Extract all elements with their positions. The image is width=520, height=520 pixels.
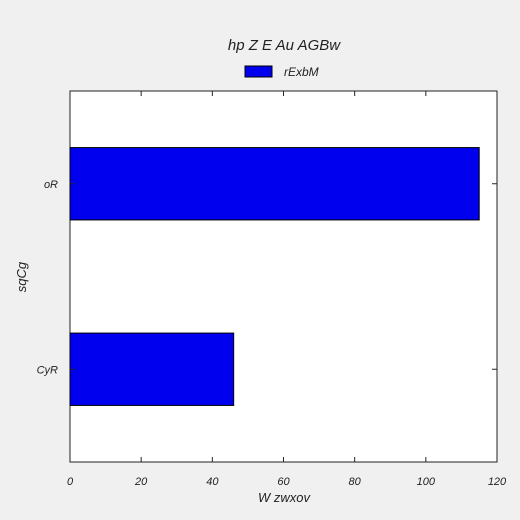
y-tick-label: CyR <box>37 364 58 376</box>
bar-or <box>69 147 480 221</box>
x-tick-label: 100 <box>417 476 436 488</box>
x-axis-label: W zwxov <box>258 490 312 505</box>
legend: rExbM <box>244 65 319 79</box>
x-tick-label: 120 <box>488 476 507 488</box>
x-tick-label: 80 <box>349 476 362 488</box>
y-axis-ticks: CyR oR <box>37 179 497 376</box>
chart-title: hp Z E Au AGBw <box>228 37 341 54</box>
x-axis-ticks: 0 20 40 60 80 100 120 <box>67 91 507 488</box>
x-tick-label: 40 <box>206 476 219 488</box>
plot-area <box>69 90 498 463</box>
legend-swatch <box>244 65 273 78</box>
x-tick-label: 60 <box>277 476 290 488</box>
x-tick-label: 20 <box>134 476 148 488</box>
legend-label: rExbM <box>284 65 319 79</box>
y-tick-label: oR <box>44 179 58 191</box>
bar-cyr <box>69 332 235 406</box>
x-tick-label: 0 <box>67 476 74 488</box>
y-axis-label: sqCg <box>14 261 29 292</box>
